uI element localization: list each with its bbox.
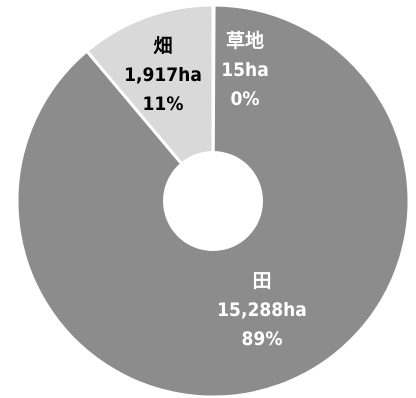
slice-hata <box>85 3 215 203</box>
category-label-hata: 畑 <box>153 35 172 57</box>
value-label-ta: 15,288ha <box>217 299 307 321</box>
value-label-sochi: 15ha <box>221 59 269 81</box>
percent-label-ta: 89% <box>242 328 283 350</box>
donut-hole <box>163 151 263 251</box>
percent-label-sochi: 0% <box>230 88 259 110</box>
percent-label-hata: 11% <box>143 93 184 115</box>
labels-group: 田 15,288ha 89% 畑 1,917ha 11% 草地 15ha 0% <box>124 29 307 350</box>
category-label-sochi: 草地 <box>226 29 264 52</box>
value-label-hata: 1,917ha <box>124 64 202 86</box>
category-label-ta: 田 <box>252 270 271 292</box>
